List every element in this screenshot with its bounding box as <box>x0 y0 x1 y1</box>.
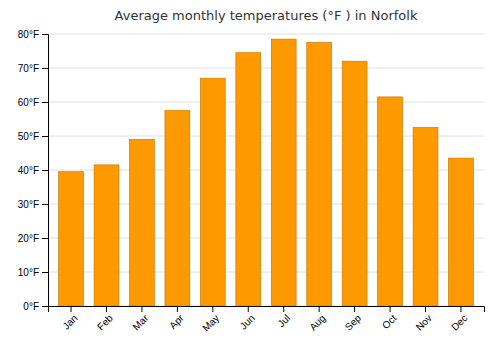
bar <box>449 158 474 306</box>
grid-line <box>48 68 484 69</box>
x-tick: Jun <box>238 306 257 332</box>
x-tick: Dec <box>449 306 469 333</box>
bar <box>378 97 403 306</box>
tick-label: 10°F <box>18 267 39 278</box>
tick-label: Feb <box>95 312 115 332</box>
tick-mark <box>42 272 48 273</box>
y-tick: 80°F <box>18 29 48 40</box>
bars <box>59 39 474 306</box>
x-tick: Sep <box>343 306 364 333</box>
tick-mark <box>42 34 48 35</box>
tick-label: 0°F <box>23 301 39 312</box>
tick-label: 70°F <box>18 63 39 74</box>
x-tick: Jul <box>275 306 292 329</box>
tick-mark <box>319 306 320 312</box>
tick-mark <box>71 306 72 312</box>
x-tick: Apr <box>167 306 186 331</box>
grid <box>48 34 484 306</box>
tick-mark <box>283 306 284 312</box>
title: Average monthly temperatures (°F ) in No… <box>115 8 418 23</box>
tick-mark <box>42 238 48 239</box>
grid-line <box>48 34 484 35</box>
tick-mark <box>212 306 213 312</box>
bar <box>59 172 84 306</box>
y-tick: 0°F <box>23 301 48 312</box>
tick-label: Apr <box>167 312 186 331</box>
tick-mark <box>425 306 426 312</box>
bar <box>236 53 261 306</box>
tick-label: Aug <box>307 312 327 332</box>
tick-label: May <box>200 312 221 333</box>
tick-label: 50°F <box>18 131 39 142</box>
bar <box>165 111 190 307</box>
x-tick: Oct <box>380 306 399 331</box>
axis-line <box>49 307 485 313</box>
tick-label: 40°F <box>18 165 39 176</box>
y-tick: 70°F <box>18 63 48 74</box>
tick-mark <box>460 306 461 312</box>
y-axis: 0°F 10°F 20°F 30°F 40°F 50°F 60°F 70°F 80°F <box>18 29 49 312</box>
tick-label: Dec <box>449 312 469 332</box>
x-tick: Mar <box>130 306 150 332</box>
bar <box>94 165 119 306</box>
tick-mark <box>248 306 249 312</box>
x-axis: Jan Feb Mar Apr May Jun Jul Aug Sep Oct Nov Dec <box>49 306 485 334</box>
bar <box>342 61 367 306</box>
y-tick: 50°F <box>18 131 48 142</box>
grid-line <box>48 102 484 103</box>
tick-mark <box>42 136 48 137</box>
tick-mark <box>390 306 391 312</box>
bar <box>413 128 438 307</box>
tick-label: 80°F <box>18 29 39 40</box>
y-tick: 60°F <box>18 97 48 108</box>
tick-label: Jun <box>238 312 257 331</box>
tick-label: 20°F <box>18 233 39 244</box>
bar <box>200 78 225 306</box>
x-tick: May <box>200 306 221 334</box>
tick-label: 60°F <box>18 97 39 108</box>
tick-label: Jul <box>275 312 292 329</box>
tick-mark <box>106 306 107 312</box>
bar <box>130 139 155 306</box>
tick-mark <box>42 68 48 69</box>
tick-mark <box>42 306 48 307</box>
tick-label: Nov <box>414 312 434 332</box>
x-tick: Nov <box>414 306 434 333</box>
axis-line <box>42 35 49 307</box>
x-tick: Feb <box>95 306 115 332</box>
y-tick: 40°F <box>18 165 48 176</box>
bar <box>271 39 296 306</box>
y-tick: 30°F <box>18 199 48 210</box>
tick-label: Jan <box>60 312 79 331</box>
tick-mark <box>177 306 178 312</box>
y-tick: 10°F <box>18 267 48 278</box>
chart: 0°F 10°F 20°F 30°F 40°F 50°F 60°F 70°F 80°F Jan Fe… <box>0 0 500 350</box>
tick-label: Mar <box>130 312 150 332</box>
tick-label: 30°F <box>18 199 39 210</box>
x-tick: Jan <box>60 306 79 332</box>
bar <box>307 43 332 307</box>
tick-mark <box>42 102 48 103</box>
plot: 0°F 10°F 20°F 30°F 40°F 50°F 60°F 70°F 80°F Jan Fe… <box>18 29 485 334</box>
tick-mark <box>42 170 48 171</box>
y-tick: 20°F <box>18 233 48 244</box>
tick-mark <box>354 306 355 312</box>
tick-label: Oct <box>380 312 399 331</box>
tick-mark <box>141 306 142 312</box>
x-tick: Aug <box>307 306 327 333</box>
tick-label: Sep <box>343 312 364 333</box>
tick-mark <box>42 204 48 205</box>
